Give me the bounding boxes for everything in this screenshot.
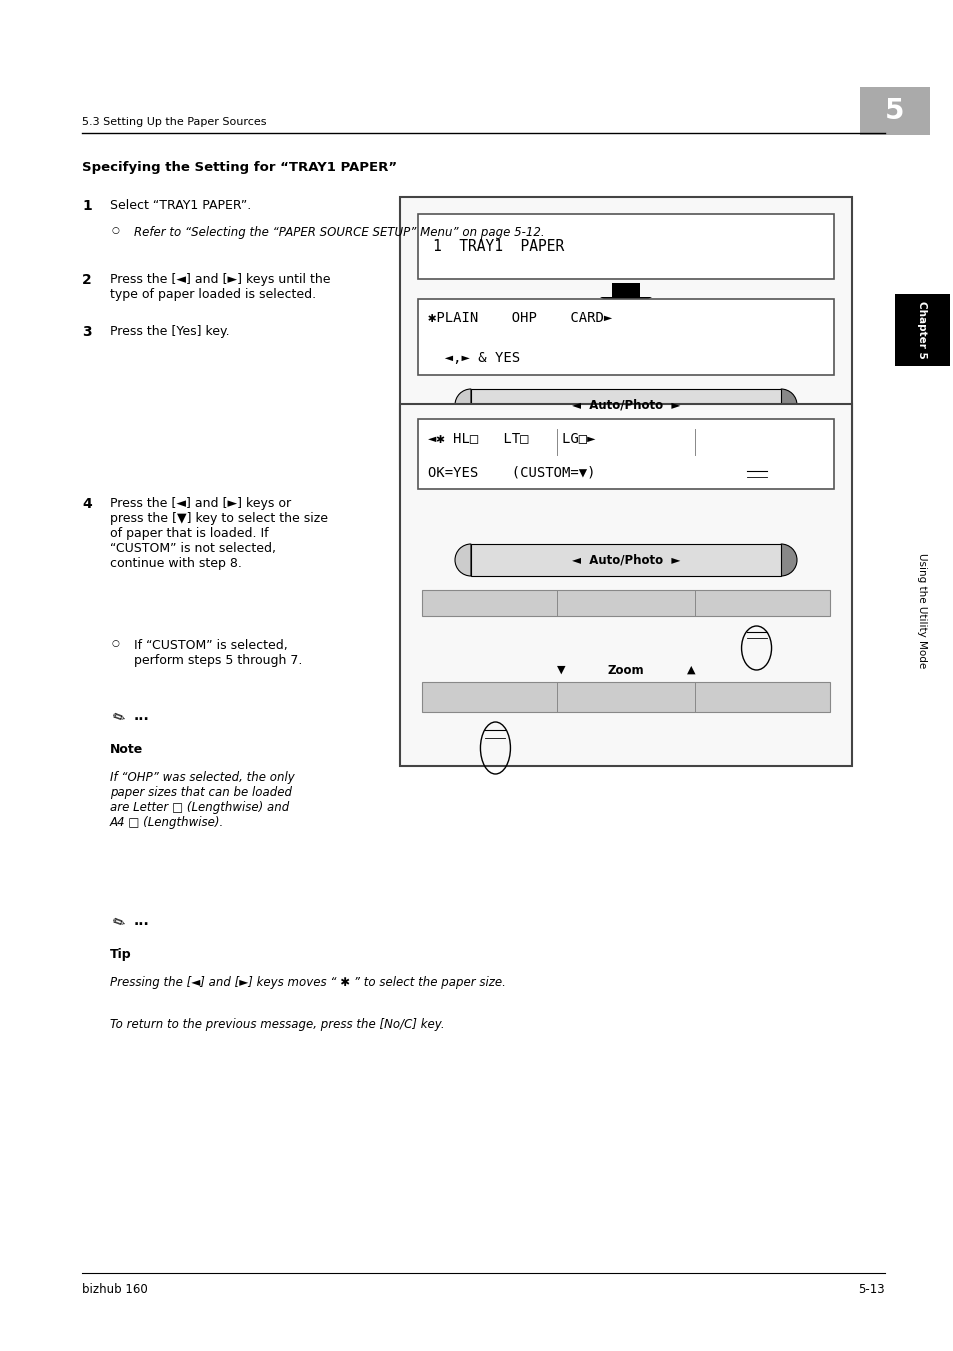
Text: Specifying the Setting for “TRAY1 PAPER”: Specifying the Setting for “TRAY1 PAPER” <box>82 161 396 174</box>
Bar <box>471 544 781 576</box>
Text: ✏: ✏ <box>110 709 127 727</box>
Bar <box>421 590 829 616</box>
Text: ▼: ▼ <box>557 665 565 676</box>
Text: OK=YES    (CUSTOM=▼): OK=YES (CUSTOM=▼) <box>428 465 595 480</box>
Text: ▲: ▲ <box>686 665 695 676</box>
Text: Zoom: Zoom <box>607 663 643 677</box>
Text: Note: Note <box>110 743 143 757</box>
Text: 3: 3 <box>82 326 91 339</box>
Text: 5-13: 5-13 <box>858 1283 884 1296</box>
Text: 2: 2 <box>82 273 91 286</box>
Text: ...: ... <box>133 915 150 928</box>
Text: Refer to “Selecting the “PAPER SOURCE SETUP” Menu” on page 5-12.: Refer to “Selecting the “PAPER SOURCE SE… <box>133 226 544 239</box>
Text: Chapter 5: Chapter 5 <box>916 301 926 359</box>
Polygon shape <box>599 282 651 311</box>
Text: bizhub 160: bizhub 160 <box>82 1283 148 1296</box>
Bar <box>417 299 833 376</box>
Bar <box>421 682 829 712</box>
Text: Press the [◄] and [►] keys until the
type of paper loaded is selected.: Press the [◄] and [►] keys until the typ… <box>110 273 330 301</box>
Bar <box>859 86 929 135</box>
Text: ◄  Auto/Photo  ►: ◄ Auto/Photo ► <box>571 554 679 566</box>
Wedge shape <box>781 544 796 576</box>
Text: 4: 4 <box>82 497 91 511</box>
Text: Select “TRAY1 PAPER”.: Select “TRAY1 PAPER”. <box>110 199 251 212</box>
Text: 5.3 Setting Up the Paper Sources: 5.3 Setting Up the Paper Sources <box>82 118 266 127</box>
Text: 5: 5 <box>884 97 903 126</box>
Bar <box>471 389 781 422</box>
Text: ○: ○ <box>112 226 120 235</box>
Wedge shape <box>455 544 471 576</box>
Text: Press the [◄] and [►] keys or
press the [▼] key to select the size
of paper that: Press the [◄] and [►] keys or press the … <box>110 497 328 570</box>
Text: ◄,► & YES: ◄,► & YES <box>428 351 519 365</box>
Text: If “OHP” was selected, the only
paper sizes that can be loaded
are Letter □ (Len: If “OHP” was selected, the only paper si… <box>110 771 294 830</box>
Text: Pressing the [◄] and [►] keys moves “ ✱ ” to select the paper size.: Pressing the [◄] and [►] keys moves “ ✱ … <box>110 975 505 989</box>
Bar <box>894 295 949 366</box>
Text: Using the Utility Mode: Using the Utility Mode <box>916 554 926 669</box>
Text: ✏: ✏ <box>110 915 127 932</box>
Text: ...: ... <box>133 709 150 723</box>
Bar <box>417 213 833 280</box>
Text: ◄  Auto/Photo  ►: ◄ Auto/Photo ► <box>571 399 679 412</box>
Text: 1: 1 <box>82 199 91 213</box>
Text: 1  TRAY1  PAPER: 1 TRAY1 PAPER <box>433 239 563 254</box>
Text: If “CUSTOM” is selected,
perform steps 5 through 7.: If “CUSTOM” is selected, perform steps 5… <box>133 639 302 667</box>
Bar <box>399 404 851 766</box>
Text: ◄✱ HL□   LT□    LG□►: ◄✱ HL□ LT□ LG□► <box>428 431 595 444</box>
Text: ✱PLAIN    OHP    CARD►: ✱PLAIN OHP CARD► <box>428 311 612 326</box>
Bar <box>421 430 829 455</box>
Wedge shape <box>455 389 471 422</box>
Text: ○: ○ <box>112 639 120 648</box>
Text: To return to the previous message, press the [No/C] key.: To return to the previous message, press… <box>110 1019 444 1031</box>
Text: Press the [Yes] key.: Press the [Yes] key. <box>110 326 230 338</box>
Bar <box>399 197 851 469</box>
Text: Tip: Tip <box>110 948 132 961</box>
Bar <box>417 419 833 489</box>
Wedge shape <box>781 389 796 422</box>
